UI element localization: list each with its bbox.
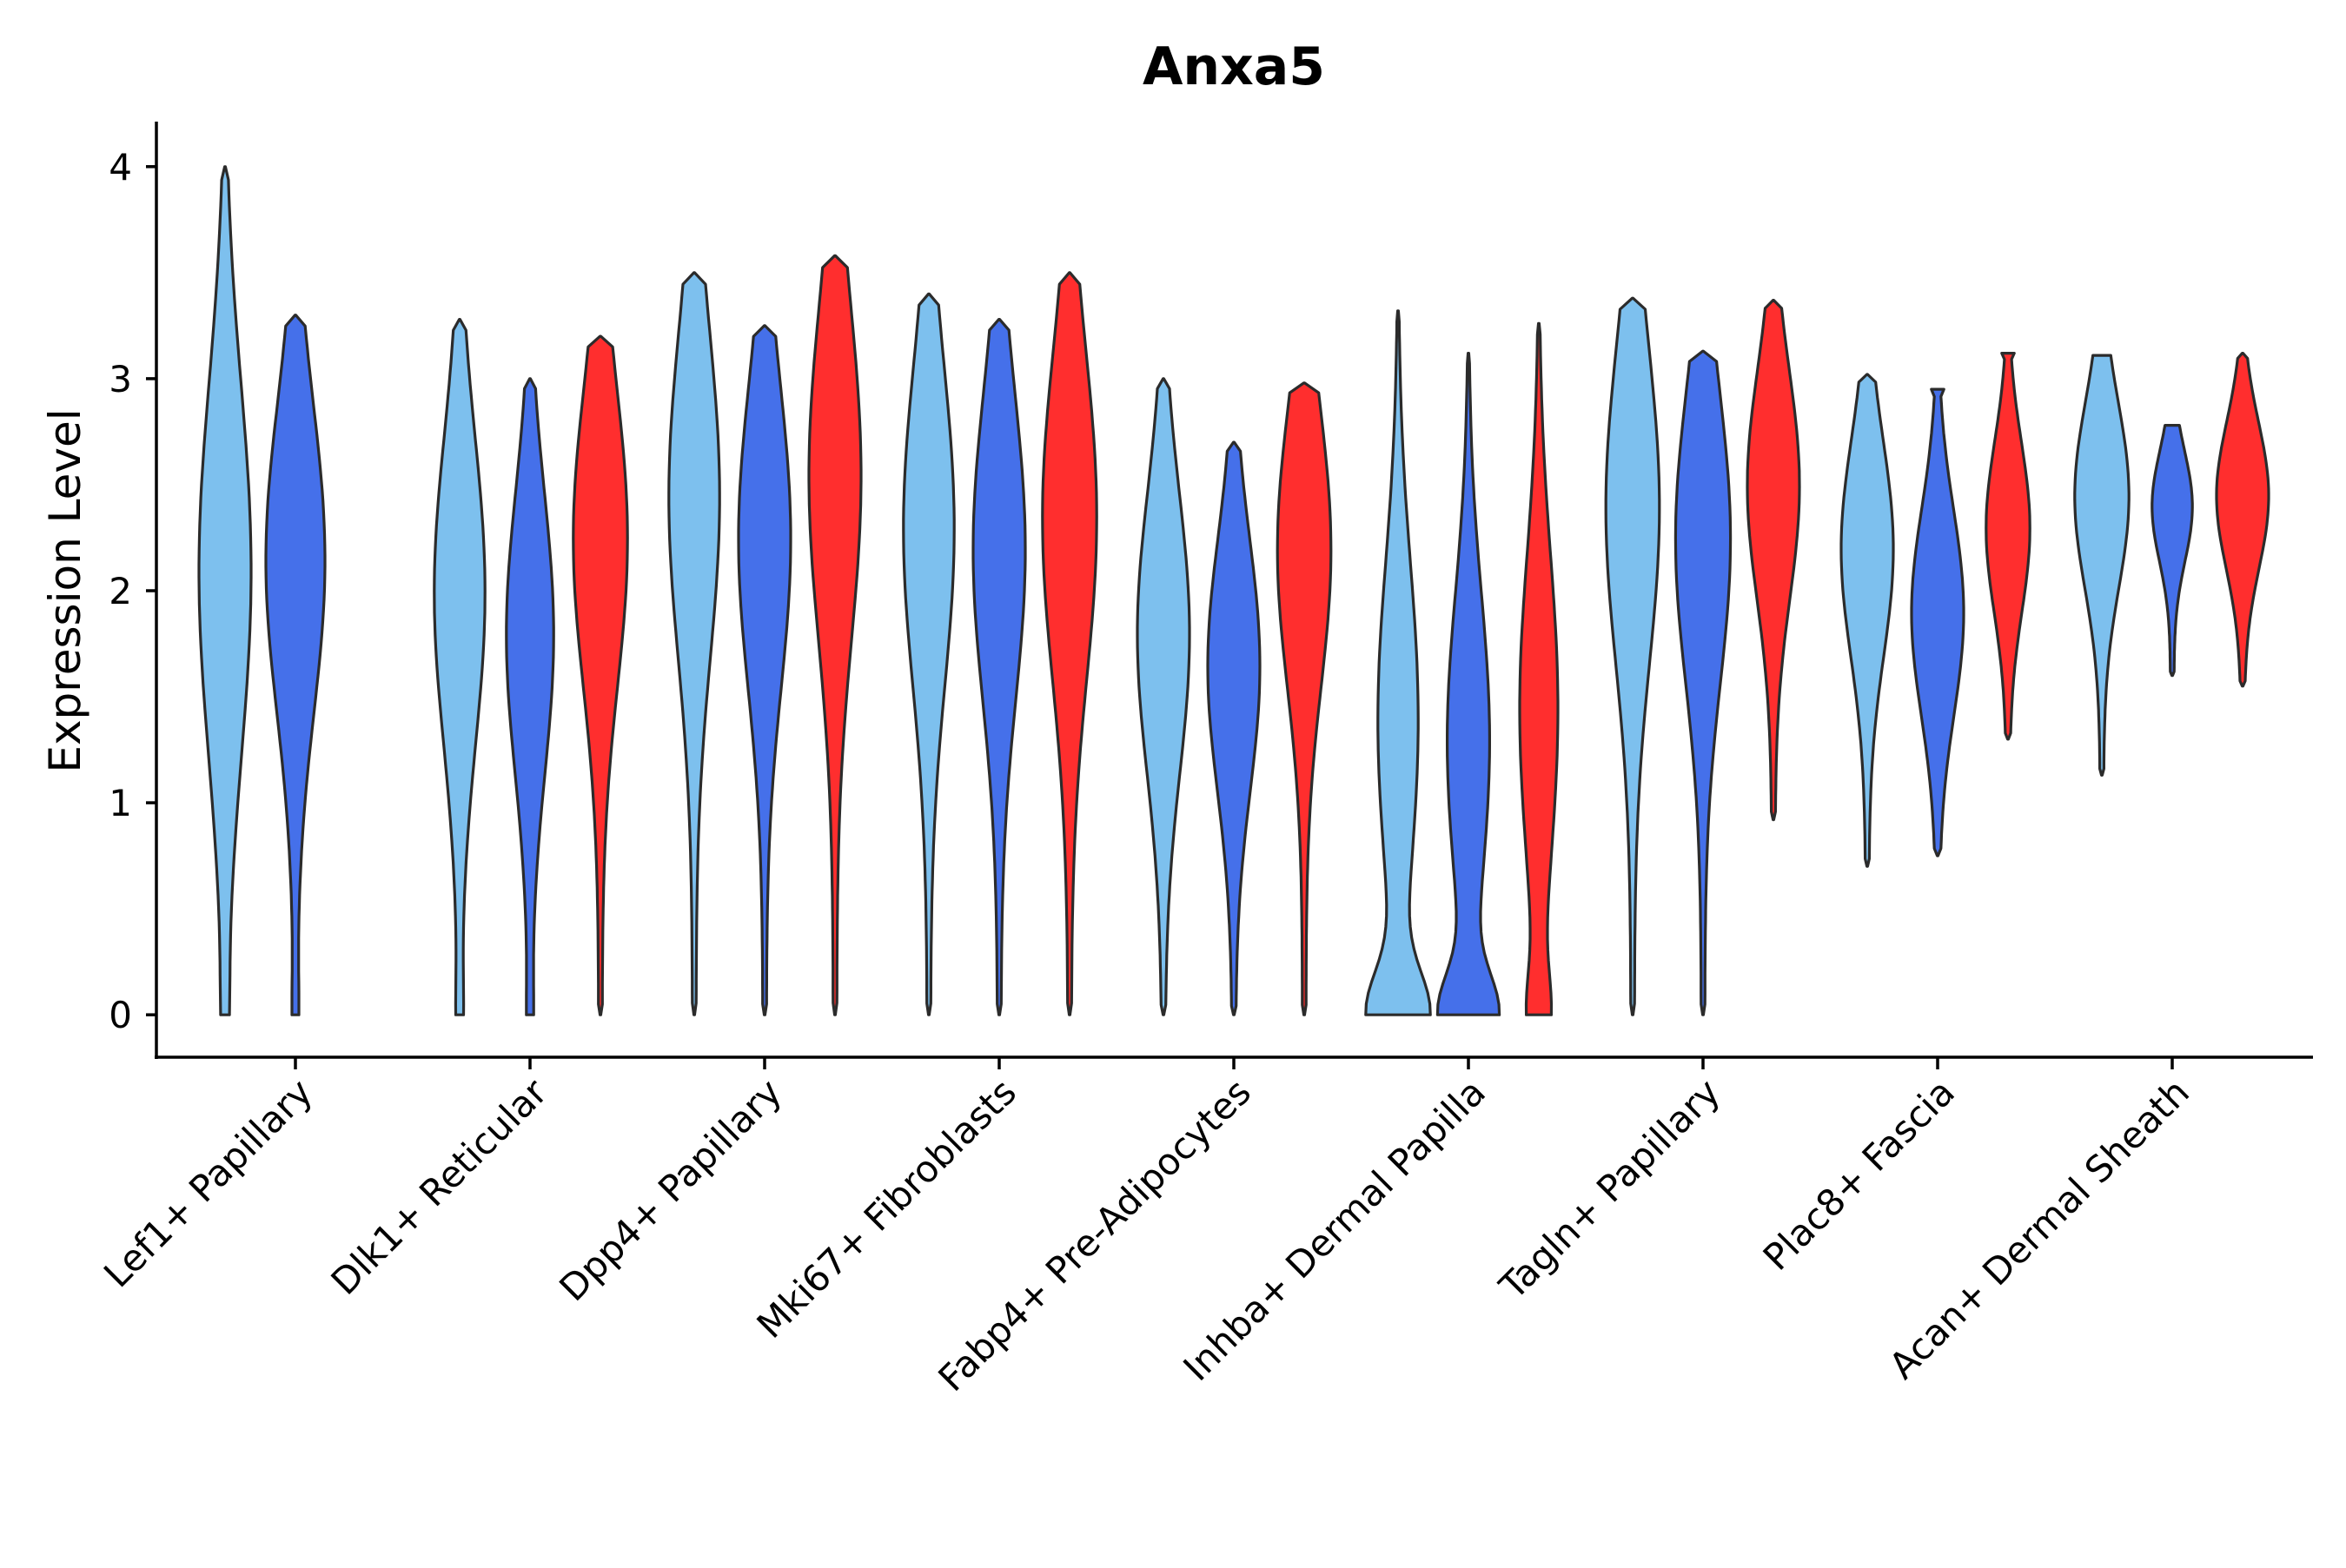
violin-shape: [433, 318, 487, 1016]
violin-shape: [505, 377, 555, 1016]
y-tick-label: 3: [109, 358, 132, 400]
violin-shape: [2215, 352, 2270, 688]
y-tick-label: 4: [109, 146, 132, 189]
chart-title: Anxa5: [1143, 36, 1325, 97]
y-tick-label: 1: [109, 782, 132, 824]
x-tick-label: Dpp4+ Papillary: [551, 1070, 790, 1309]
violin-shape: [1206, 440, 1262, 1016]
y-axis-label: Expression Level: [40, 408, 90, 772]
violin-shape: [2150, 424, 2194, 678]
violin-shape: [737, 324, 792, 1016]
violin-shape: [1276, 381, 1333, 1016]
x-tick-label: Plac8+ Fascia: [1755, 1070, 1963, 1278]
y-tick-label: 0: [109, 994, 132, 1036]
violin-shape: [971, 318, 1027, 1016]
violin-shape: [902, 292, 956, 1016]
violin-shape: [1435, 352, 1501, 1016]
x-tick-label: Mki67+ Fibroblasts: [749, 1070, 1024, 1346]
y-tick-label: 2: [109, 570, 132, 612]
violin-shape: [572, 334, 629, 1016]
violin-shape: [2073, 354, 2131, 777]
violin-shape: [807, 254, 863, 1016]
y-axis-ticks: 0 1 2 3 4: [109, 146, 156, 1036]
violin-shape: [667, 271, 721, 1016]
violin-shape: [1136, 377, 1191, 1016]
violin-shape: [1839, 373, 1895, 868]
violin-shape: [1985, 352, 2031, 741]
violin-shape: [1746, 299, 1801, 822]
x-tick-label: Tagln+ Papillary: [1491, 1070, 1728, 1307]
violin-shape: [1041, 271, 1098, 1016]
violin-shape: [1518, 321, 1560, 1016]
violin-shape: [197, 165, 253, 1016]
violin-shape: [1604, 296, 1661, 1016]
violin-shape: [1673, 349, 1733, 1016]
x-tick-label: Lef1+ Papillary: [96, 1070, 321, 1295]
x-tick-label: Dlk1+ Reticular: [323, 1070, 556, 1303]
violin-shape: [1910, 387, 1965, 857]
violin-shape: [1364, 309, 1432, 1016]
violin-group: [197, 165, 2270, 1016]
violin-shape: [264, 314, 327, 1016]
